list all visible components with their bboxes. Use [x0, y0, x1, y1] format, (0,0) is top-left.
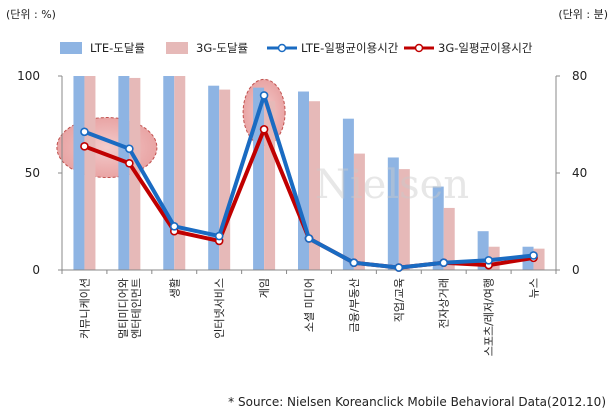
right-tick-label: 80 — [572, 69, 587, 83]
bar — [398, 169, 410, 270]
x-tick-label: 금융/부동산 — [348, 278, 361, 332]
x-tick-label-line: 직업/교육 — [393, 278, 406, 322]
bar — [208, 85, 220, 270]
series-point — [214, 231, 224, 241]
bar — [174, 76, 186, 270]
legend-swatch — [166, 42, 188, 54]
bar — [353, 153, 365, 270]
legend-swatch — [60, 42, 82, 54]
x-tick-label-line: 전자상거래 — [438, 278, 451, 329]
x-tick-label-line: 게임 — [258, 278, 271, 298]
series-point — [394, 263, 404, 272]
source-note: * Source: Nielsen Koreanclick Mobile Beh… — [228, 395, 606, 409]
x-tick-label-line: 스포츠/레저/여행 — [483, 278, 496, 356]
bar — [443, 207, 455, 270]
bar — [432, 186, 444, 270]
x-tick-label-line: 생활 — [167, 278, 181, 298]
x-tick-label-line: 금융/부동산 — [348, 278, 361, 332]
x-tick-label: 뉴스 — [528, 278, 541, 298]
series-point — [125, 159, 134, 168]
series-point — [80, 142, 89, 151]
legend-label: 3G-일평균이용시간 — [438, 41, 533, 55]
x-tick-label-line: 뉴스 — [528, 278, 541, 298]
series-point — [80, 127, 89, 137]
legend-label: LTE-도달률 — [90, 41, 145, 55]
bar — [73, 76, 85, 270]
x-tick-label: 인터넷서비스 — [213, 278, 226, 339]
series-point — [529, 251, 538, 260]
x-tick-label-line: 멀티미디어와 — [117, 278, 130, 339]
right-axis-unit: (단위 : 분) — [558, 8, 608, 21]
series-point — [439, 258, 449, 268]
left-tick-label: 100 — [17, 69, 40, 83]
bar — [163, 76, 175, 270]
x-tick-label: 커뮤니케이션 — [78, 278, 91, 339]
left-axis-unit: (단위 : %) — [6, 8, 56, 21]
series-point — [125, 144, 134, 154]
x-tick-label: 멀티미디어와 엔터테인먼트 — [117, 278, 143, 339]
bar — [533, 248, 545, 270]
bar — [118, 76, 130, 270]
bar — [387, 157, 399, 270]
left-tick-label: 50 — [25, 166, 40, 180]
series-point — [304, 234, 314, 243]
bar — [477, 231, 489, 270]
x-tick-label: 게임 — [258, 278, 271, 298]
watermark-text: Nielsen — [315, 162, 469, 208]
legend-label: LTE-일평균이용시간 — [301, 41, 399, 55]
series-point — [349, 258, 359, 268]
bar — [342, 118, 354, 271]
legend-marker — [414, 43, 424, 53]
x-tick-label: 스포츠/레저/여행 — [483, 278, 496, 356]
x-tick-label-line: 커뮤니케이션 — [78, 278, 91, 339]
bar — [219, 89, 231, 270]
left-tick-label: 0 — [32, 263, 40, 277]
series-point — [259, 91, 269, 100]
right-tick-label: 0 — [572, 263, 580, 277]
legend-label: 3G-도달률 — [196, 41, 248, 55]
series-point — [484, 255, 493, 265]
bar — [264, 101, 276, 270]
right-tick-label: 40 — [572, 166, 587, 180]
series-point — [169, 222, 179, 231]
x-tick-label-line: 엔터테인먼트 — [130, 278, 143, 339]
legend-marker — [277, 43, 287, 53]
bar — [84, 76, 96, 270]
x-tick-label: 생활 — [167, 278, 181, 298]
x-tick-label-line: 소셜 미디어 — [303, 278, 316, 332]
x-tick-label: 직업/교육 — [393, 278, 406, 322]
bar — [298, 91, 309, 271]
bar — [253, 87, 265, 270]
x-tick-label: 전자상거래 — [438, 278, 451, 329]
bar — [309, 101, 320, 270]
series-point — [259, 125, 269, 134]
x-tick-label-line: 인터넷서비스 — [213, 278, 226, 339]
x-tick-label: 소셜 미디어 — [303, 278, 316, 332]
